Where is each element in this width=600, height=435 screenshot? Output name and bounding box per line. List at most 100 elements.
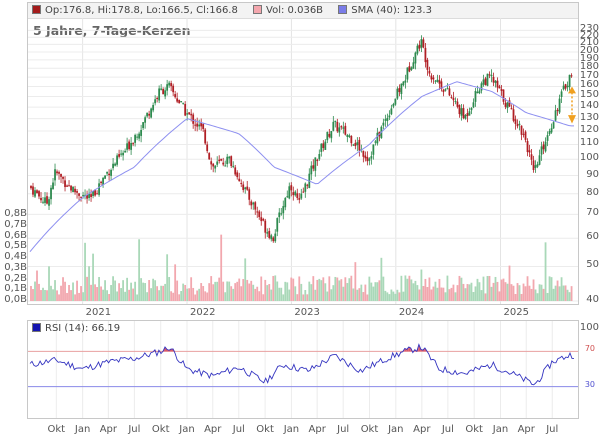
- candle-body: [494, 80, 497, 83]
- price-chart-panel[interactable]: Op:176.8, Hi:178.8, Lo:166.5, Cl:166.8 V…: [27, 2, 579, 318]
- candle-body: [116, 155, 118, 165]
- candle-body: [200, 123, 203, 127]
- candle-body: [426, 59, 429, 70]
- x-tick-month: Apr: [413, 424, 431, 435]
- volume-bar: [216, 281, 219, 301]
- volume-bar: [296, 294, 299, 301]
- y-tick-volume: 0,3B: [4, 261, 27, 273]
- candle-body: [150, 108, 153, 118]
- volume-bar: [316, 279, 319, 301]
- volume-bar: [274, 275, 277, 301]
- volume-bar: [566, 289, 569, 301]
- y-tick-price: 170: [579, 70, 599, 82]
- volume-bar: [134, 281, 137, 301]
- candle-body: [284, 197, 287, 208]
- candle-body: [276, 218, 279, 232]
- volume-bar: [468, 284, 471, 301]
- y-tick-volume: 0,4B: [4, 251, 27, 262]
- volume-bar: [196, 290, 199, 301]
- candle-body: [222, 162, 225, 165]
- volume-bar: [404, 275, 407, 301]
- rsi-panel[interactable]: RSI (14): 66.19: [27, 320, 579, 419]
- candle-body: [500, 89, 503, 91]
- candle-body: [168, 82, 171, 86]
- y-tick-volume: 0,5B: [4, 240, 27, 252]
- volume-bar: [532, 279, 535, 301]
- volume-bar: [154, 280, 157, 301]
- volume-bar: [470, 282, 473, 301]
- x-tick-month: Apr: [308, 424, 326, 435]
- candle-body: [296, 193, 299, 198]
- candle-body: [556, 109, 559, 112]
- volume-bar: [496, 281, 499, 301]
- candle-body: [524, 131, 527, 140]
- candle-body: [142, 122, 145, 129]
- volume-bar: [366, 294, 369, 301]
- volume-bar: [258, 291, 261, 301]
- volume-bar: [364, 284, 367, 301]
- volume-bar: [156, 286, 159, 301]
- volume-bar: [488, 275, 491, 301]
- candle-body: [62, 176, 64, 179]
- candle-body: [448, 88, 451, 96]
- candle-body: [176, 98, 179, 102]
- volume-bar: [478, 282, 481, 301]
- candle-body: [386, 117, 389, 122]
- ohlc-swatch: [32, 5, 41, 14]
- candle-body: [506, 102, 509, 109]
- volume-bar: [122, 280, 124, 301]
- candle-body: [106, 171, 108, 174]
- candle-body: [212, 163, 215, 167]
- candle-body: [544, 141, 547, 152]
- candle-body: [224, 165, 227, 167]
- volume-bar: [386, 292, 389, 301]
- candle-body: [248, 189, 251, 200]
- volume-bar: [460, 277, 463, 301]
- volume-bar: [172, 292, 175, 301]
- volume-bar: [396, 289, 399, 301]
- volume-bar: [224, 292, 227, 301]
- volume-bar: [520, 293, 523, 301]
- candle-body: [82, 195, 84, 197]
- volume-bar: [464, 288, 467, 301]
- candle-body: [538, 155, 541, 165]
- volume-bar: [218, 277, 221, 301]
- volume-bar: [150, 288, 153, 301]
- candle-body: [164, 90, 167, 97]
- volume-bar: [378, 280, 381, 301]
- volume-bar: [466, 284, 469, 301]
- rsi-text: RSI (14): 66.19: [45, 323, 121, 334]
- volume-bar: [474, 286, 477, 301]
- candle-body: [102, 177, 104, 185]
- candle-body: [318, 154, 321, 160]
- legend-sma: SMA (40): 123.3: [338, 3, 432, 18]
- candle-body: [392, 104, 395, 107]
- candle-body: [72, 186, 74, 193]
- volume-bar: [322, 277, 325, 301]
- volume-bar: [174, 264, 177, 301]
- legend-ohlc: Op:176.8, Hi:178.8, Lo:166.5, Cl:166.8: [32, 3, 238, 18]
- volume-bar: [254, 288, 257, 301]
- candle-body: [394, 98, 397, 105]
- arrow-up-icon: [568, 86, 576, 94]
- candle-body: [398, 88, 401, 93]
- volume-bar: [526, 276, 529, 301]
- x-tick-year: 2021: [86, 307, 111, 318]
- x-tick-month: Apr: [517, 424, 535, 435]
- candle-body: [270, 235, 273, 240]
- volume-bar: [136, 294, 139, 301]
- volume-bar: [330, 289, 333, 301]
- volume-bar: [286, 282, 289, 301]
- volume-bar: [82, 292, 84, 301]
- candle-body: [356, 142, 359, 146]
- volume-bar: [52, 289, 54, 301]
- candle-body: [262, 218, 265, 221]
- candle-body: [48, 199, 50, 206]
- candle-body: [312, 165, 315, 169]
- x-tick-month: Jan: [492, 424, 509, 435]
- candle-body: [460, 108, 463, 116]
- candle-body: [382, 122, 385, 126]
- volume-bar: [236, 281, 239, 301]
- y-tick-price: 140: [579, 100, 599, 112]
- candle-body: [236, 172, 239, 178]
